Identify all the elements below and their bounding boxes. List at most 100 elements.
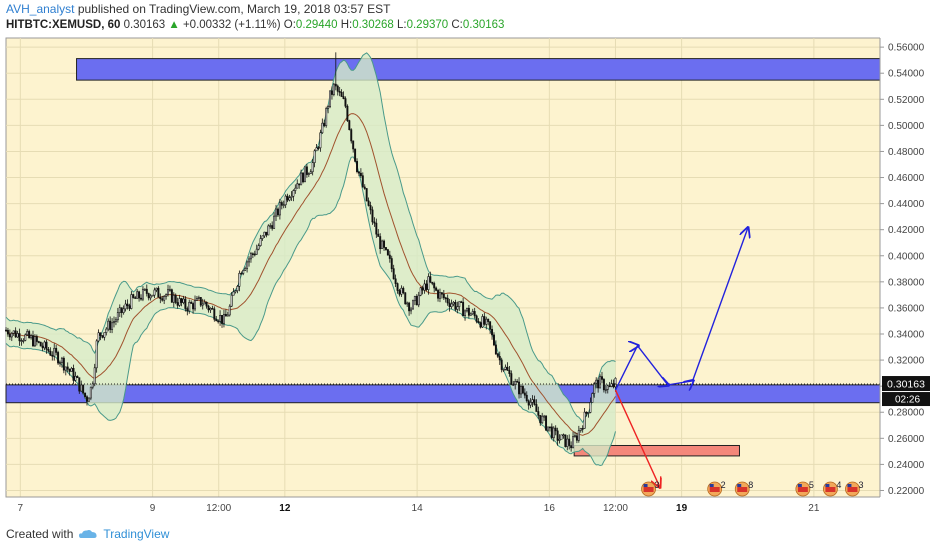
symbol-info: HITBTC:XEMUSD, 60 0.30163 ▲ +0.00332 (+1… bbox=[6, 19, 504, 31]
candle bbox=[415, 295, 418, 306]
candle bbox=[512, 384, 515, 386]
candle bbox=[491, 328, 494, 336]
candle bbox=[122, 308, 125, 313]
candle bbox=[211, 308, 214, 310]
candle bbox=[431, 281, 434, 284]
candle bbox=[386, 249, 389, 256]
event-marker: 3 bbox=[641, 480, 660, 497]
candle bbox=[319, 132, 322, 149]
candle bbox=[593, 382, 596, 394]
candle bbox=[543, 415, 546, 418]
candle bbox=[251, 253, 254, 255]
candle bbox=[180, 298, 183, 303]
candle bbox=[47, 349, 50, 352]
candle bbox=[116, 312, 119, 321]
author-link[interactable]: AVH_analyst bbox=[6, 2, 75, 16]
candle bbox=[228, 305, 231, 316]
y-tick-label: 0.24000 bbox=[888, 460, 925, 471]
candle bbox=[564, 434, 567, 447]
candle bbox=[599, 376, 602, 389]
candle bbox=[246, 261, 249, 269]
plot-area[interactable] bbox=[5, 37, 881, 498]
event-count: 8 bbox=[748, 480, 753, 490]
candle bbox=[350, 129, 353, 142]
candle bbox=[64, 366, 67, 371]
candle bbox=[14, 330, 17, 338]
candle bbox=[59, 362, 61, 364]
candle bbox=[411, 300, 414, 310]
open-value: 0.29440 bbox=[295, 19, 338, 31]
tradingview-link[interactable]: TradingView bbox=[103, 527, 170, 541]
candle bbox=[448, 302, 451, 308]
candle bbox=[438, 292, 441, 299]
candle bbox=[130, 294, 133, 309]
candle bbox=[450, 303, 453, 308]
candle bbox=[300, 172, 303, 186]
candle bbox=[572, 436, 575, 449]
y-tick-label: 0.48000 bbox=[888, 147, 925, 158]
candle bbox=[269, 225, 272, 227]
publish-text: published on TradingView.com, March 19, … bbox=[77, 2, 391, 16]
candle bbox=[388, 254, 391, 259]
candle bbox=[460, 301, 463, 303]
band-fill bbox=[6, 52, 616, 466]
y-tick-label: 0.32000 bbox=[888, 356, 925, 367]
candle bbox=[612, 383, 615, 388]
candle bbox=[16, 333, 19, 338]
candle bbox=[86, 396, 88, 402]
candle bbox=[80, 384, 83, 392]
candle bbox=[151, 294, 154, 297]
candle bbox=[136, 291, 139, 299]
candle bbox=[141, 288, 144, 300]
candle bbox=[190, 302, 193, 304]
candle bbox=[149, 295, 152, 299]
candle bbox=[305, 166, 308, 175]
y-tick-label: 0.26000 bbox=[888, 434, 925, 445]
candle bbox=[253, 253, 256, 256]
y-tick-label: 0.34000 bbox=[888, 330, 925, 341]
candle bbox=[520, 386, 522, 395]
x-axis: 7 9 12:00 12 14 16 12:00 19 21 bbox=[6, 496, 880, 514]
candle bbox=[159, 296, 162, 300]
symbol-label: HITBTC:XEMUSD, 60 bbox=[6, 19, 121, 31]
candle bbox=[606, 385, 609, 390]
zone-blue-0 bbox=[76, 58, 881, 81]
zone-blue-1 bbox=[5, 384, 881, 404]
candle bbox=[356, 161, 359, 173]
countdown-box bbox=[882, 392, 930, 407]
candle bbox=[178, 298, 181, 306]
event-marker: 3 bbox=[845, 480, 863, 497]
candle bbox=[280, 202, 283, 206]
flag-stripe bbox=[825, 487, 836, 492]
candle bbox=[41, 345, 44, 349]
candle bbox=[72, 368, 75, 381]
candle bbox=[396, 283, 399, 291]
candle bbox=[518, 381, 521, 395]
candle bbox=[479, 322, 482, 328]
high-label: H: bbox=[340, 19, 353, 31]
candle bbox=[163, 296, 166, 301]
price-chart[interactable]: 3 2 8 5 4 3 0.56000 0.54000 0.52000 0.50000 0.480… bbox=[0, 36, 932, 524]
tradingview-logo-icon bbox=[79, 530, 97, 538]
candle bbox=[558, 438, 561, 441]
candle bbox=[483, 316, 486, 325]
candle bbox=[357, 171, 360, 174]
candle bbox=[276, 208, 279, 216]
candle bbox=[552, 427, 555, 439]
candle bbox=[57, 352, 60, 364]
candle bbox=[456, 306, 459, 310]
candle bbox=[547, 426, 549, 431]
candle bbox=[614, 377, 617, 388]
candle bbox=[342, 96, 345, 99]
candle bbox=[99, 332, 102, 336]
candle bbox=[375, 222, 378, 235]
last-price: 0.30163 bbox=[123, 19, 166, 31]
candle bbox=[404, 292, 407, 305]
candle bbox=[37, 341, 40, 343]
candle bbox=[384, 247, 387, 250]
candle bbox=[219, 315, 222, 322]
flag-canton bbox=[643, 484, 648, 487]
candle bbox=[485, 318, 488, 325]
event-count: 4 bbox=[836, 480, 841, 490]
candle bbox=[313, 150, 316, 163]
